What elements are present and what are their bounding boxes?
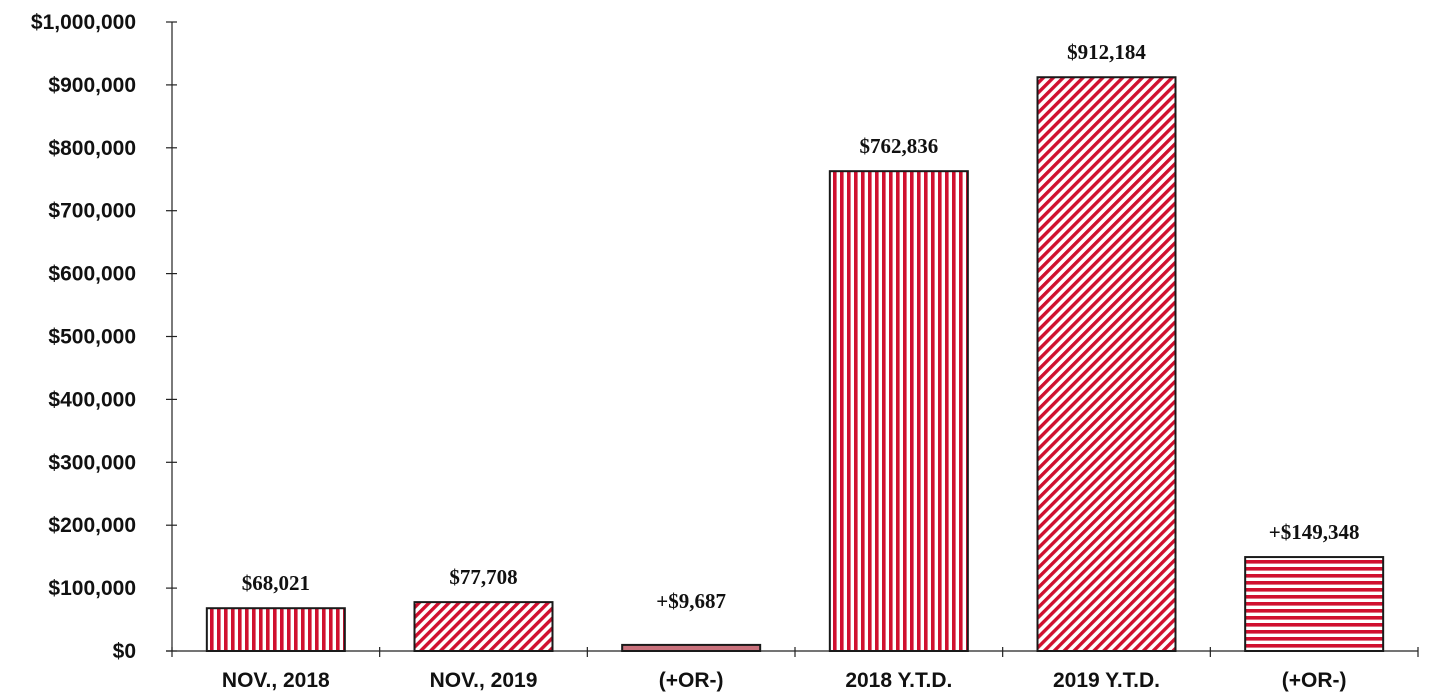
bar [1036, 76, 1177, 652]
data-label: $762,836 [859, 134, 938, 158]
x-tick-label: 2019 Y.T.D. [1053, 669, 1160, 692]
y-tick-label: $200,000 [48, 514, 136, 537]
y-tick-label: $0 [113, 640, 136, 663]
y-tick-label: $800,000 [48, 137, 136, 160]
y-tick-label: $600,000 [48, 263, 136, 286]
bar [205, 607, 346, 652]
y-tick-label: $700,000 [48, 200, 136, 223]
data-label: $68,021 [242, 571, 310, 595]
axes: $0 $100,000 $200,000 $300,000 $400,000 $500,0… [31, 11, 1419, 692]
bar [1244, 556, 1385, 653]
x-tick-label: 2018 Y.T.D. [845, 669, 952, 692]
data-label: +$9,687 [656, 589, 726, 613]
data-label: $77,708 [449, 565, 517, 589]
y-tick-label: $400,000 [48, 388, 136, 411]
y-tick-label: $1,000,000 [31, 11, 136, 34]
x-tick-label: NOV., 2019 [430, 669, 538, 692]
data-labels: $68,021 $77,708 +$9,687 $762,836 $912,184 +$1… [242, 40, 1360, 613]
x-tick-label: (+OR-) [1282, 669, 1347, 692]
y-tick-label: $500,000 [48, 326, 136, 349]
bar [828, 170, 969, 653]
bars [205, 76, 1385, 653]
bar [621, 643, 762, 652]
bar [413, 601, 554, 652]
y-tick-label: $900,000 [48, 74, 136, 97]
data-label: $912,184 [1067, 40, 1146, 64]
data-label: +$149,348 [1269, 520, 1360, 544]
y-tick-label: $300,000 [48, 451, 136, 474]
y-tick-label: $100,000 [48, 577, 136, 600]
x-tick-label: NOV., 2018 [222, 669, 330, 692]
x-tick-label: (+OR-) [659, 669, 724, 692]
